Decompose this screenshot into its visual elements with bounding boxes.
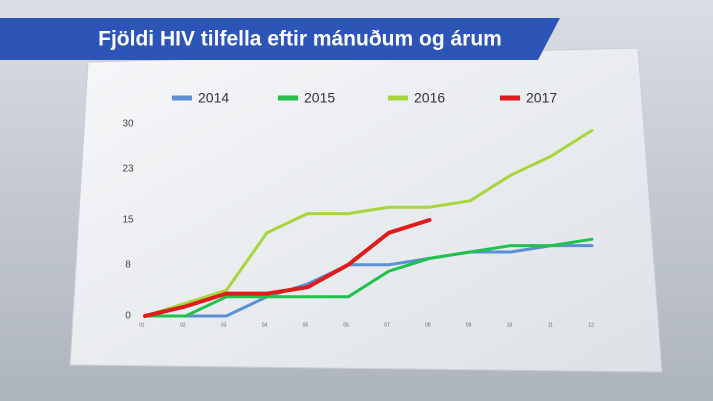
y-tick-label: 15 <box>122 215 134 226</box>
x-tick-label: 07 <box>384 322 390 328</box>
y-tick-label: 30 <box>122 119 134 130</box>
line-series <box>143 237 594 318</box>
x-tick-label: 05 <box>303 322 309 328</box>
x-tick-label: 06 <box>343 322 349 328</box>
x-tick-label: 12 <box>588 322 594 328</box>
x-tick-label: 11 <box>548 322 553 328</box>
y-tick-label: 23 <box>122 163 134 174</box>
legend-label: 2014 <box>198 90 229 106</box>
x-tick-label: 01 <box>139 322 145 328</box>
legend-label: 2015 <box>304 90 335 106</box>
x-tick-label: 10 <box>507 322 513 328</box>
x-tick-label: 02 <box>180 322 186 328</box>
chart-title: Fjöldi HIV tilfella eftir mánuðum og áru… <box>98 28 502 51</box>
line-series <box>143 128 594 318</box>
y-tick-label: 0 <box>125 311 131 322</box>
x-tick-label: 09 <box>466 322 472 328</box>
x-tick-label: 04 <box>262 322 268 328</box>
title-banner <box>0 18 560 60</box>
x-tick-label: 03 <box>221 322 227 328</box>
legend-label: 2017 <box>526 90 557 106</box>
line-series <box>143 244 594 318</box>
x-tick-label: 08 <box>425 322 431 328</box>
line-series <box>143 218 432 318</box>
legend-label: 2016 <box>414 90 445 106</box>
y-tick-label: 8 <box>125 259 131 270</box>
